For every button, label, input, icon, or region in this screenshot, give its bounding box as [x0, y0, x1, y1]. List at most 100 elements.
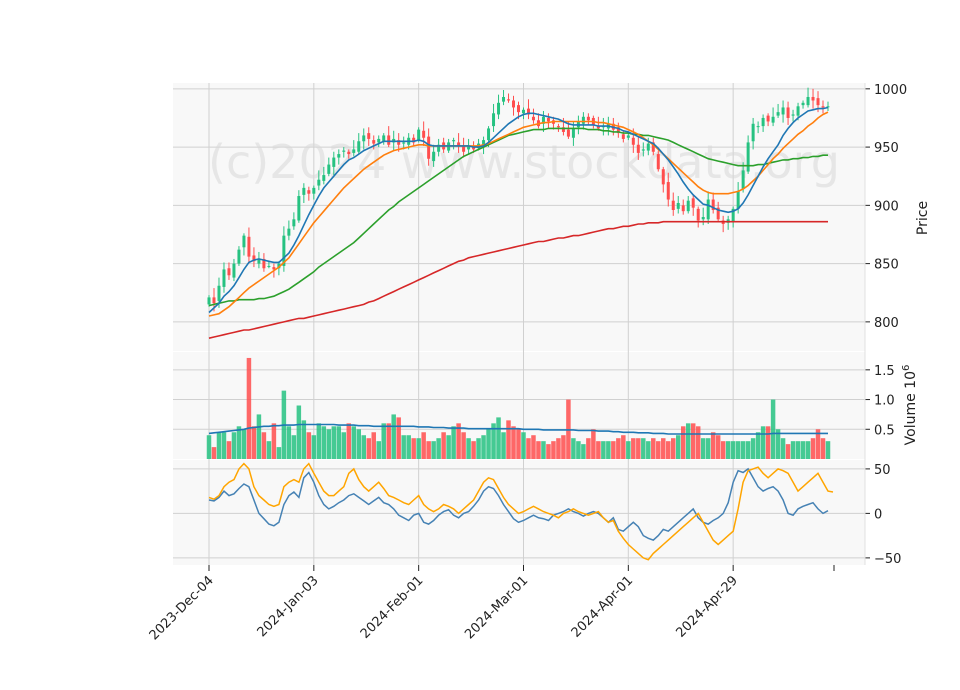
candle-body	[716, 207, 720, 220]
candle-body	[711, 199, 715, 211]
candle-body	[237, 249, 241, 264]
candle-body	[457, 142, 461, 146]
volume-bar	[301, 420, 307, 459]
volume-bar	[266, 441, 272, 459]
volume-bar	[386, 423, 391, 459]
candle-body	[781, 107, 785, 115]
volume-bar	[636, 438, 641, 459]
volume-bar	[631, 438, 636, 459]
volume-bar	[656, 441, 661, 459]
volume-bar	[805, 441, 811, 459]
volume-bar	[516, 429, 521, 459]
candle-body	[661, 169, 665, 185]
candle-body	[731, 208, 735, 222]
candle-body	[526, 108, 530, 115]
volume-bar	[820, 438, 826, 459]
volume-bar	[241, 429, 247, 459]
volume-bar	[750, 438, 756, 459]
candle-body	[382, 135, 386, 142]
candle-body	[367, 133, 371, 139]
volume-bar	[416, 438, 421, 459]
volume-bar	[735, 441, 741, 459]
candle-body	[691, 198, 695, 208]
volume-bar	[536, 441, 541, 459]
candle-body	[561, 127, 565, 132]
candle-body	[771, 116, 775, 123]
volume-bar	[621, 435, 626, 459]
volume-bar	[700, 438, 706, 459]
volume-bar	[336, 426, 342, 459]
volume-bar	[461, 432, 466, 459]
price-axis-title: Price	[915, 201, 931, 235]
volume-bar	[690, 423, 696, 459]
oscillator-line-b	[208, 462, 834, 561]
candle-body	[512, 100, 516, 108]
volume-bar	[341, 432, 347, 459]
volume-bar	[486, 429, 491, 459]
volume-bar	[596, 441, 601, 459]
volume-bar	[276, 447, 282, 459]
candle-body	[432, 151, 436, 162]
volume-bar	[581, 444, 586, 459]
volume-tick-label: 0.5	[874, 423, 895, 438]
candle-body	[437, 144, 441, 152]
candle-body	[312, 187, 316, 194]
volume-bar	[800, 441, 806, 459]
volume-bar	[436, 438, 441, 459]
volume-bar	[346, 423, 352, 459]
volume-bar	[616, 438, 621, 459]
volume-bar	[456, 423, 461, 459]
volume-bar	[730, 441, 736, 459]
volume-bar	[695, 426, 701, 459]
volume-bar	[755, 432, 761, 459]
volume-bar	[411, 438, 416, 459]
volume-bar	[271, 423, 277, 459]
candle-body	[247, 236, 251, 257]
volume-bar	[481, 435, 486, 459]
candle-body	[277, 263, 281, 269]
volume-bar	[326, 429, 332, 459]
volume-bar	[471, 441, 476, 459]
ma-mid-line	[208, 111, 829, 317]
candle-body	[821, 106, 825, 108]
candle-body	[706, 199, 710, 220]
volume-axis-title: Volume 106	[901, 365, 919, 446]
x-tick-label: 2024-Jan-03	[255, 573, 322, 640]
candle-body	[651, 142, 655, 152]
candle-body	[472, 147, 476, 150]
candle-body	[646, 143, 650, 151]
volume-bar	[306, 432, 312, 459]
candle-body	[387, 135, 391, 145]
price-tick-label: 800	[874, 316, 899, 331]
volume-bar	[725, 441, 731, 459]
volume-bar	[541, 441, 546, 459]
volume-bar	[571, 438, 576, 459]
volume-bar	[705, 438, 711, 459]
volume-bar	[760, 426, 766, 459]
candle-body	[412, 137, 416, 143]
volume-bar	[675, 435, 681, 459]
candle-body	[756, 126, 760, 128]
candle-body	[621, 134, 625, 139]
candle-body	[487, 128, 491, 141]
candle-body	[581, 116, 585, 124]
volume-bar	[261, 432, 267, 459]
volume-bar	[531, 435, 536, 459]
candle-body	[232, 263, 236, 278]
candle-body	[541, 116, 545, 124]
price-panel-bg	[173, 83, 865, 351]
ma-slow-line	[208, 127, 828, 307]
price-tick-label: 850	[874, 258, 899, 273]
volume-bar	[815, 429, 821, 459]
candle-body	[252, 255, 256, 262]
candle-body	[222, 269, 226, 287]
volume-bar	[401, 435, 406, 459]
candle-body	[262, 258, 266, 269]
volume-tick-label: 1.0	[874, 394, 895, 409]
candle-body	[317, 179, 321, 186]
candle-body	[462, 145, 466, 152]
price-tick-label: 900	[874, 199, 899, 214]
volume-bar	[556, 438, 561, 459]
candle-body	[242, 235, 246, 248]
candle-body	[786, 107, 790, 118]
